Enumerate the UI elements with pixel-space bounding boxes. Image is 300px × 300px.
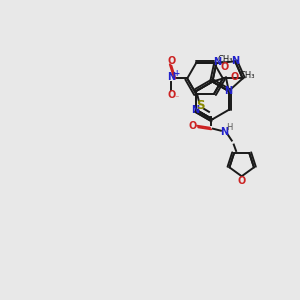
Text: O: O <box>238 176 246 186</box>
Text: N: N <box>167 73 175 82</box>
Text: O: O <box>167 90 176 100</box>
Text: +: + <box>173 69 179 78</box>
Text: ⁻: ⁻ <box>174 94 178 103</box>
Text: N: N <box>213 57 221 67</box>
Text: O: O <box>167 56 176 66</box>
Text: O: O <box>188 121 196 131</box>
Text: H: H <box>226 123 233 132</box>
Text: O: O <box>221 62 229 73</box>
Text: CH₃: CH₃ <box>217 55 233 64</box>
Text: O: O <box>231 72 239 82</box>
Text: N: N <box>220 127 228 137</box>
Text: S: S <box>196 99 204 112</box>
Text: N: N <box>191 105 199 115</box>
Text: N: N <box>224 86 232 96</box>
Text: N: N <box>231 56 239 66</box>
Text: CH₃: CH₃ <box>240 71 255 80</box>
